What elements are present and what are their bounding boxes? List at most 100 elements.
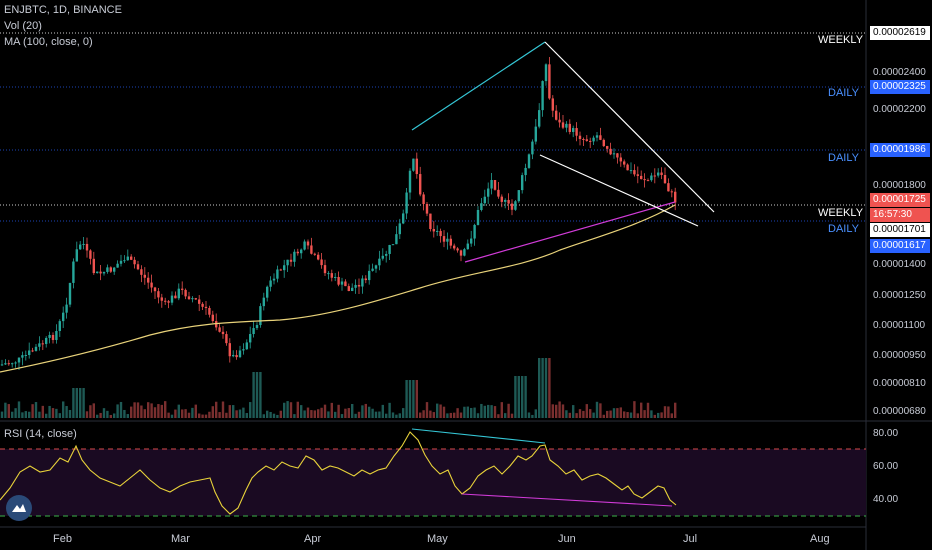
- volume-bar: [147, 402, 150, 418]
- volume-bar: [126, 414, 129, 418]
- candle-body: [497, 189, 500, 197]
- volume-bar: [487, 404, 490, 418]
- volume-bar: [157, 404, 160, 418]
- volume-bar: [419, 412, 422, 418]
- rsi-legend: RSI (14, close): [4, 428, 77, 440]
- level-price-tag-4: 0.00001701: [870, 223, 930, 237]
- candle-body: [266, 286, 269, 298]
- volume-bar: [221, 401, 225, 418]
- price-axis-label: 0.00000950: [873, 350, 926, 361]
- rsi-line: [0, 431, 677, 515]
- candle-body: [391, 244, 395, 246]
- x-axis-label: Jul: [683, 533, 698, 545]
- volume-bar: [616, 408, 619, 418]
- volume-bar: [252, 372, 255, 418]
- candle-body: [123, 260, 126, 262]
- volume-bar: [113, 413, 116, 418]
- volume-bar: [181, 409, 184, 418]
- candle-body: [490, 180, 493, 189]
- volume-bar: [160, 404, 163, 418]
- candle-body: [663, 175, 667, 184]
- candle-body: [541, 81, 544, 111]
- volume-bar: [344, 408, 347, 418]
- candle-body: [276, 269, 279, 279]
- volume-bar: [279, 410, 282, 418]
- volume-bar: [422, 410, 425, 418]
- candle-body: [238, 350, 242, 358]
- candle-body: [327, 273, 330, 275]
- volume-bar: [663, 406, 667, 418]
- candle-body: [585, 139, 588, 141]
- candle-body: [561, 122, 565, 128]
- volume-bar: [374, 411, 378, 418]
- candle-body: [555, 110, 558, 120]
- candle-body: [412, 158, 415, 171]
- x-axis-label: May: [427, 533, 448, 545]
- candle-body: [208, 308, 211, 315]
- volume-bar: [293, 414, 296, 418]
- trendline-cyan: [411, 41, 546, 131]
- candle-body: [272, 278, 276, 281]
- candle-body: [521, 175, 524, 191]
- candle-body: [164, 300, 167, 302]
- candle-body: [177, 288, 180, 299]
- volume-bar: [143, 409, 146, 418]
- candle-body: [310, 245, 313, 254]
- candle-body: [344, 281, 347, 287]
- volume-bar: [140, 405, 143, 418]
- volume-bar: [561, 404, 565, 418]
- volume-bar: [296, 401, 299, 418]
- volume-bar: [599, 403, 602, 418]
- volume-bar: [585, 404, 588, 418]
- candle-body: [160, 297, 163, 301]
- volume-bar: [303, 410, 306, 418]
- volume-bar: [153, 407, 157, 418]
- candle-body: [215, 321, 218, 328]
- candle-body: [493, 180, 497, 190]
- candle-body: [317, 254, 320, 260]
- candle-body: [572, 128, 575, 132]
- candle-body: [126, 256, 129, 261]
- candle-body: [4, 363, 7, 365]
- candle-body: [381, 255, 384, 259]
- volume-bar: [330, 402, 333, 418]
- candle-body: [657, 172, 660, 176]
- candle-body: [415, 158, 418, 175]
- candle-body: [62, 312, 65, 322]
- volume-bar: [582, 410, 585, 418]
- volume-bar: [521, 376, 524, 418]
- volume-bar: [167, 412, 170, 418]
- candle-body: [524, 167, 527, 176]
- candle-body: [374, 265, 378, 269]
- candle-body: [34, 346, 38, 351]
- volume-bar: [626, 412, 629, 418]
- volume-bar: [385, 413, 388, 418]
- tradingview-logo-icon[interactable]: [6, 495, 32, 521]
- price-axis-label: 0.00001800: [873, 180, 926, 191]
- candle-body: [38, 343, 41, 347]
- price-axis-label: 0.00001100: [873, 320, 926, 331]
- volume-bar: [361, 405, 364, 418]
- volume-bar: [514, 376, 517, 418]
- volume-bar: [4, 402, 7, 418]
- volume-bar: [517, 376, 520, 418]
- volume-bar: [177, 404, 180, 418]
- volume-bar: [232, 405, 235, 418]
- candle-body: [436, 230, 439, 232]
- candle-body: [31, 350, 34, 352]
- candle-body: [262, 297, 265, 307]
- candle-body: [296, 251, 299, 254]
- volume-bar: [17, 401, 21, 418]
- candle-body: [279, 269, 282, 271]
- candle-body: [85, 243, 89, 251]
- candle-body: [242, 349, 245, 351]
- volume-bar: [402, 408, 405, 418]
- volume-bar: [354, 413, 357, 418]
- candle-body: [351, 287, 354, 291]
- volume-bar: [558, 401, 561, 418]
- candle-body: [48, 334, 51, 338]
- volume-bar: [242, 407, 245, 418]
- candle-body: [150, 282, 153, 288]
- volume-bar: [640, 402, 643, 418]
